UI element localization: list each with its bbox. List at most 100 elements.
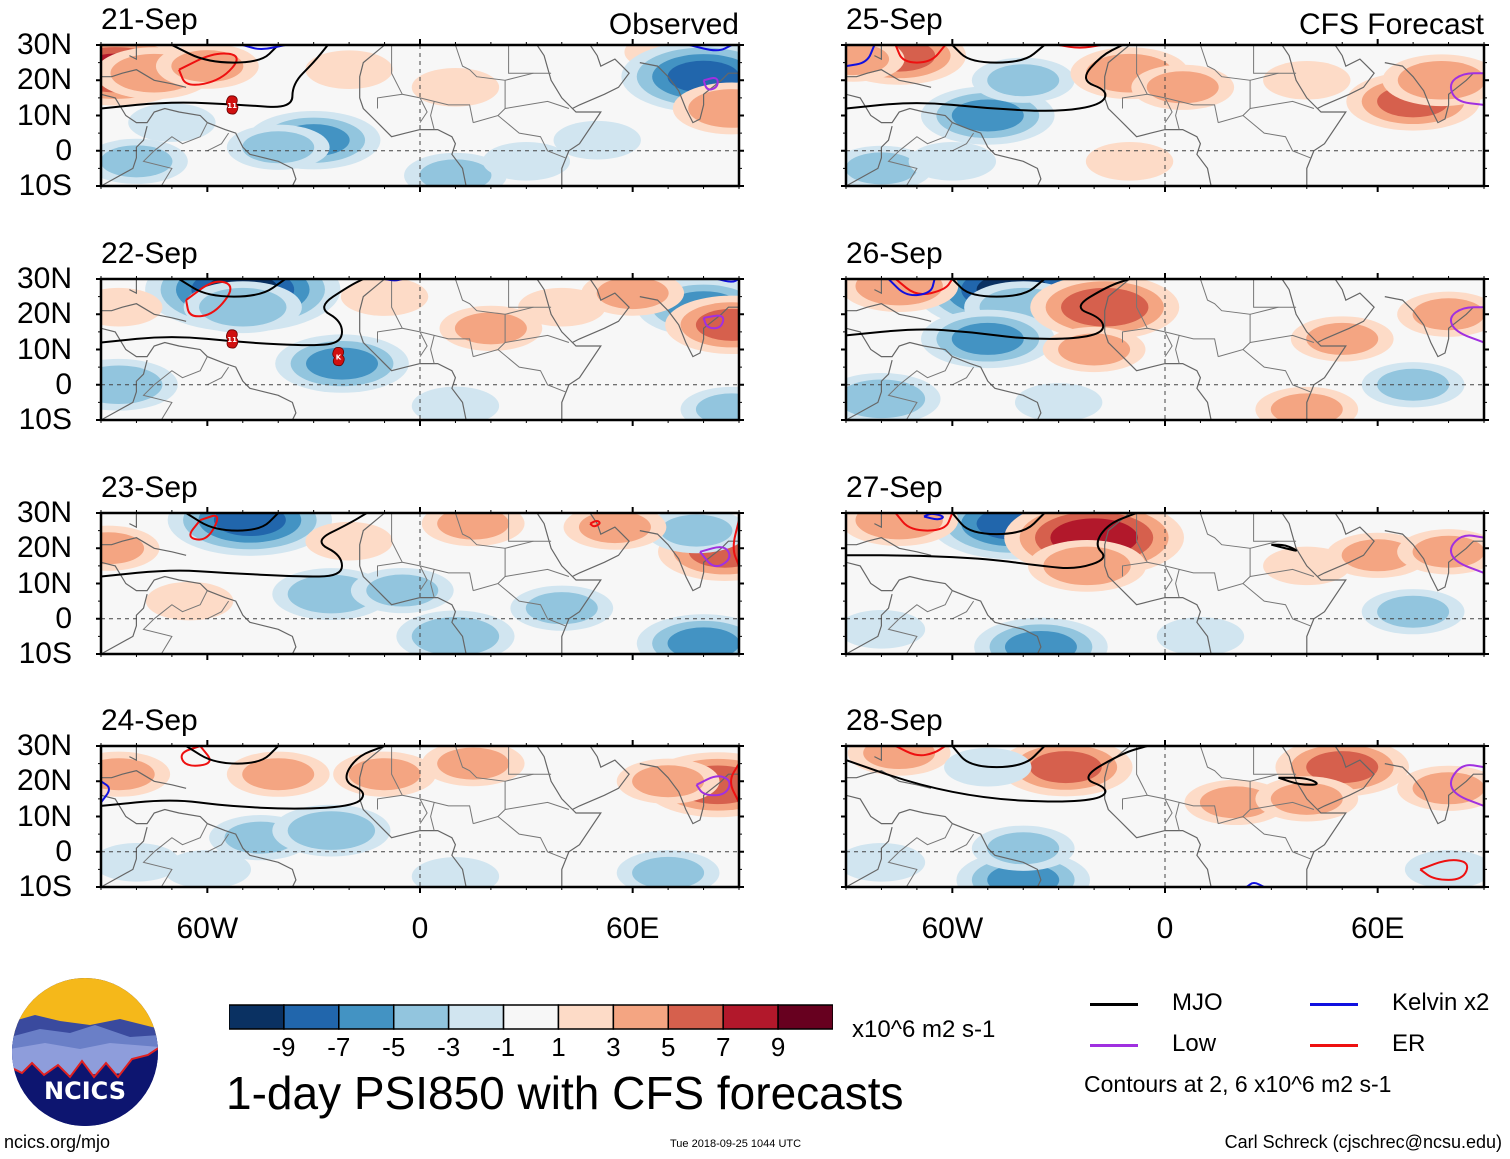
- negative-anomaly-shading: [987, 863, 1060, 887]
- coastline: [846, 303, 932, 322]
- country-border: [1218, 348, 1311, 393]
- coastline: [101, 359, 148, 420]
- mjo-contour: [951, 513, 1046, 536]
- legend-label: Kelvin x2: [1392, 989, 1490, 1016]
- country-border: [1199, 279, 1251, 350]
- lat-tick-label: 30N: [16, 496, 72, 529]
- negative-anomaly-shading: [1377, 595, 1450, 628]
- coastline: [846, 794, 1042, 887]
- coastline: [101, 303, 187, 322]
- lat-tick-label: 10N: [16, 98, 72, 132]
- colorbar-swatch: [612, 1004, 670, 1030]
- lat-tick-label: 30N: [16, 262, 72, 295]
- positive-anomaly-shading: [596, 279, 669, 310]
- lat-tick-label: 20N: [16, 297, 72, 331]
- lat-tick-label: 0: [55, 834, 72, 868]
- negative-anomaly-shading: [199, 287, 287, 327]
- country-border: [1136, 45, 1219, 123]
- colorbar-tick-label: -5: [382, 1032, 406, 1062]
- country-border: [504, 72, 534, 81]
- country-border: [505, 100, 570, 109]
- country-border: [473, 114, 566, 159]
- positive-anomaly-shading: [1412, 772, 1484, 805]
- country-border: [1199, 45, 1251, 116]
- positive-anomaly-shading: [855, 513, 943, 540]
- mjo-contour: [178, 279, 286, 298]
- country-border: [419, 331, 428, 357]
- colorbar-swatch: [502, 1004, 560, 1030]
- colorbar-swatch: [283, 1004, 340, 1030]
- positive-anomaly-shading: [688, 89, 739, 128]
- country-border: [430, 101, 435, 130]
- coastline: [846, 125, 893, 186]
- coastline: [101, 125, 148, 186]
- country-border: [377, 794, 403, 810]
- country-border: [207, 366, 230, 386]
- country-border: [142, 590, 208, 654]
- negative-anomaly-shading: [660, 514, 733, 547]
- er-contour: [180, 746, 211, 767]
- country-border: [1164, 798, 1173, 824]
- positive-anomaly-shading: [1306, 322, 1379, 355]
- mjo-contour: [1271, 543, 1298, 552]
- lat-tick-label: 10N: [16, 566, 72, 600]
- website-link[interactable]: ncics.org/mjo: [4, 1132, 111, 1152]
- colorbar-tick-label: -1: [491, 1032, 516, 1062]
- country-border: [207, 600, 230, 620]
- colorbar-swatch: [667, 1004, 724, 1030]
- map-panel: 11: [96, 39, 744, 192]
- mjo-contour: [171, 45, 279, 64]
- country-border: [1122, 794, 1148, 810]
- tropical-cyclone-icon[interactable]: K: [332, 347, 345, 367]
- low-contour: [699, 546, 731, 568]
- tropical-cyclone-icon[interactable]: 11: [226, 95, 239, 115]
- country-border: [377, 327, 403, 343]
- low-contour: [1449, 306, 1484, 344]
- coastline: [101, 561, 297, 654]
- country-border: [391, 45, 474, 123]
- coastline: [536, 513, 602, 654]
- lat-tick-label: 30N: [16, 28, 72, 61]
- country-border: [207, 132, 230, 152]
- coastline: [101, 826, 148, 887]
- chart-title: 1-day PSI850 with CFS forecasts: [226, 1067, 904, 1119]
- positive-anomaly-shading: [1061, 287, 1149, 327]
- lat-tick-label: 0: [55, 133, 72, 167]
- country-border: [142, 356, 208, 420]
- country-border: [142, 122, 208, 186]
- positive-anomaly-shading: [340, 279, 429, 316]
- country-border: [391, 513, 474, 591]
- negative-anomaly-shading: [987, 832, 1060, 865]
- coastline: [572, 746, 630, 811]
- legend-label: MJO: [1172, 989, 1223, 1016]
- negative-anomaly-shading: [101, 365, 163, 405]
- panel-date-label: 22-Sep: [101, 237, 198, 270]
- coastline: [1384, 62, 1484, 124]
- lat-tick-label: 10N: [16, 332, 72, 366]
- coastline: [874, 45, 882, 61]
- negative-anomaly-shading: [411, 386, 500, 420]
- coastline: [874, 746, 882, 762]
- timestamp: Tue 2018-09-25 1044 UTC: [670, 1138, 802, 1150]
- positive-anomaly-shading: [101, 287, 163, 327]
- negative-anomaly-shading: [287, 811, 376, 850]
- negative-anomaly-shading: [411, 617, 500, 654]
- negative-anomaly-shading: [987, 64, 1060, 97]
- low-contour: [1449, 534, 1484, 574]
- mjo-contour: [101, 279, 364, 347]
- positive-anomaly-shading: [242, 758, 315, 791]
- legend-swatch-low: [1090, 1044, 1138, 1047]
- panel-date-label: 25-Sep: [846, 3, 943, 36]
- country-border: [1122, 561, 1148, 577]
- country-border: [1253, 513, 1297, 542]
- tropical-cyclone-icon[interactable]: 11: [226, 329, 239, 349]
- lat-tick-label: 0: [55, 367, 72, 401]
- coastline: [1317, 279, 1375, 344]
- mjo-contour: [846, 45, 1123, 112]
- coastline: [846, 69, 932, 88]
- coastline: [129, 279, 137, 295]
- negative-anomaly-shading: [1004, 630, 1077, 654]
- coastline: [874, 279, 882, 295]
- negative-anomaly-shading: [411, 857, 500, 887]
- positive-anomaly-shading: [1085, 142, 1174, 181]
